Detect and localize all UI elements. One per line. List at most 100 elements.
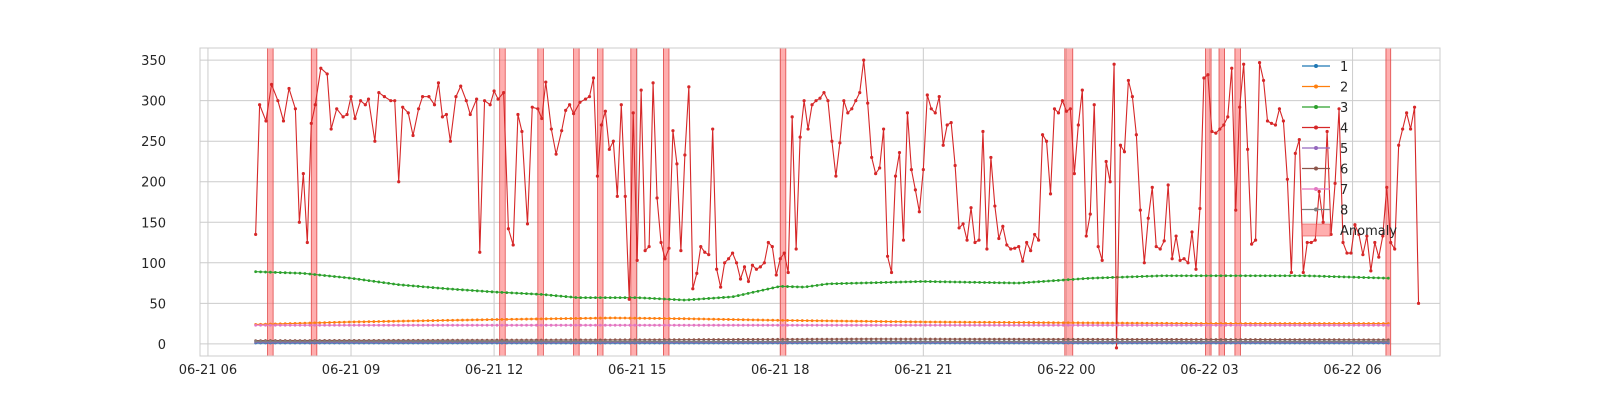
data-point: [894, 280, 898, 284]
data-point: [1125, 321, 1129, 325]
data-point: [658, 323, 661, 327]
data-point: [1140, 340, 1144, 343]
data-point: [667, 340, 671, 343]
data-point: [1365, 234, 1369, 238]
data-point: [595, 174, 600, 178]
data-point: [608, 340, 612, 343]
data-point: [382, 320, 386, 323]
data-point: [1009, 247, 1013, 251]
data-point: [751, 340, 755, 343]
data-point: [488, 103, 492, 107]
data-point: [475, 289, 479, 293]
data-point: [1283, 323, 1287, 327]
data-point: [1140, 275, 1144, 278]
data-point: [1194, 323, 1198, 327]
anomaly-span: [1205, 47, 1212, 357]
data-point: [1342, 340, 1346, 343]
data-point: [874, 340, 878, 343]
data-point: [1185, 323, 1188, 327]
data-point: [416, 323, 420, 327]
data-point: [786, 270, 790, 275]
data-point: [1027, 323, 1031, 327]
data-point: [1377, 340, 1380, 343]
data-point: [1367, 323, 1371, 327]
data-point: [928, 340, 932, 343]
data-point: [653, 316, 656, 320]
data-point: [1218, 127, 1222, 131]
data-point: [1257, 60, 1262, 65]
data-point: [825, 323, 829, 327]
data-point: [850, 340, 853, 343]
data-point: [802, 99, 806, 103]
data-point: [633, 323, 637, 327]
data-point: [1239, 340, 1242, 343]
data-point: [264, 340, 267, 343]
data-point: [574, 296, 578, 299]
data-point: [1032, 323, 1036, 327]
data-point: [1071, 321, 1075, 325]
data-point: [273, 323, 277, 327]
data-point: [1199, 323, 1203, 327]
data-point: [707, 323, 711, 327]
data-point: [525, 317, 528, 321]
data-point: [884, 340, 888, 343]
data-point: [1017, 323, 1021, 327]
data-point: [889, 280, 893, 284]
data-point: [643, 323, 647, 327]
data-point: [1086, 340, 1090, 343]
data-point: [313, 321, 317, 325]
data-point: [623, 340, 627, 343]
data-point: [288, 340, 292, 343]
data-point: [1036, 238, 1041, 242]
data-point: [869, 319, 873, 323]
data-point: [924, 280, 927, 283]
data-point: [1076, 323, 1080, 327]
data-point: [702, 297, 706, 301]
data-point: [1076, 340, 1080, 343]
data-point: [539, 317, 543, 321]
data-point: [726, 257, 731, 261]
data-point: [618, 323, 622, 327]
data-point: [638, 296, 642, 300]
data-point: [820, 283, 824, 287]
data-point: [608, 316, 612, 320]
data-point: [647, 244, 651, 249]
data-point: [628, 340, 632, 343]
data-point: [810, 284, 814, 288]
data-point: [416, 319, 420, 323]
data-point: [1238, 105, 1242, 109]
data-point: [1056, 323, 1060, 327]
data-point: [328, 340, 331, 343]
data-point: [298, 340, 302, 343]
data-point: [1140, 338, 1144, 341]
data-point: [1101, 340, 1105, 343]
data-point: [367, 320, 371, 324]
data-point: [968, 320, 972, 324]
data-point: [1249, 340, 1252, 343]
y-axis-ticks: 0 50 100 150 200 250 300 350: [141, 54, 166, 353]
data-point: [367, 279, 371, 283]
data-point: [475, 323, 479, 327]
data-point: [850, 319, 853, 323]
data-point: [635, 258, 639, 262]
data-point: [1061, 340, 1065, 343]
data-point: [771, 340, 775, 343]
data-point: [830, 282, 834, 286]
data-point: [699, 244, 703, 249]
data-point: [953, 320, 957, 324]
data-point: [1175, 323, 1178, 327]
data-point: [259, 270, 262, 274]
data-point: [328, 321, 331, 324]
data-point: [1111, 337, 1114, 341]
data-point: [1234, 340, 1238, 343]
legend-marker-5: [1314, 146, 1318, 150]
data-point: [1166, 183, 1170, 187]
data-point: [1007, 281, 1011, 285]
data-point: [790, 115, 794, 119]
data-point: [1092, 103, 1096, 107]
data-point: [554, 323, 558, 327]
data-point: [899, 320, 903, 324]
data-point: [1091, 340, 1095, 343]
data-point: [382, 95, 387, 99]
data-point: [993, 204, 997, 208]
